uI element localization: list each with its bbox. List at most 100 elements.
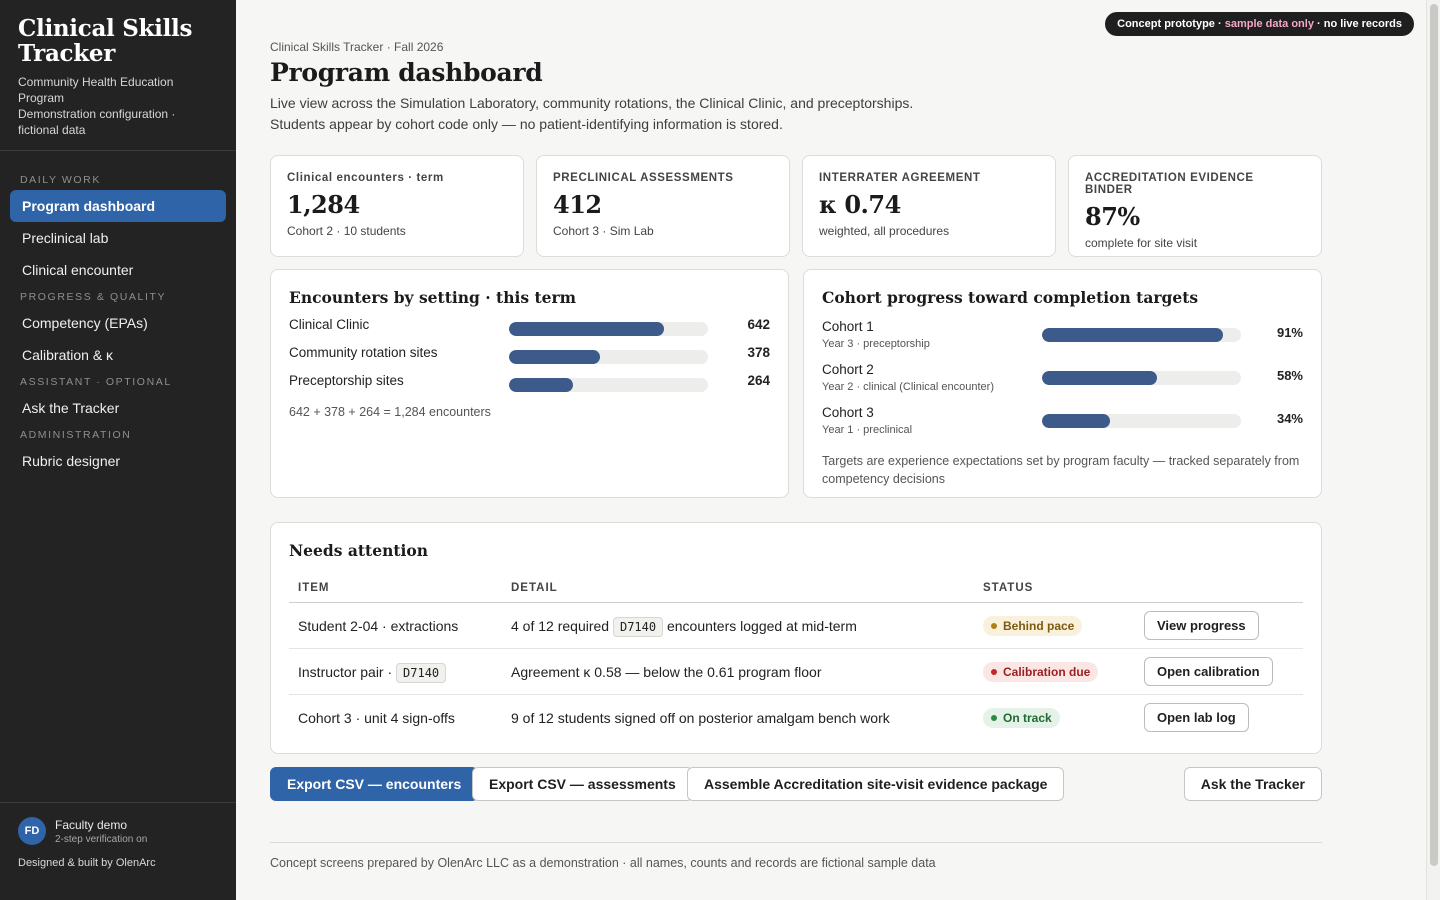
progress-track (1042, 414, 1241, 428)
status-badge: On track (983, 707, 1060, 728)
view-progress-button[interactable]: View progress (1144, 611, 1259, 640)
kpi-label: INTERRATER AGREEMENT (819, 172, 981, 184)
progress-percent: 34% (1276, 411, 1303, 426)
credit-text: Designed & built by OlenArc (18, 857, 156, 869)
bar-value: 642 (747, 317, 770, 332)
progress-fill (1042, 328, 1224, 342)
export-encounters-button[interactable]: Export CSV — encounters (270, 767, 479, 801)
app-title: Clinical Skills Tracker (18, 15, 193, 67)
kpi-value: κ 0.74 (819, 190, 901, 219)
panel-title: Needs attention (289, 541, 429, 560)
kpi-value: 412 (553, 190, 602, 219)
sidebar-item-competency[interactable]: Competency (EPAs) (22, 315, 148, 331)
cohort-stage: Year 1 · preclinical (822, 424, 913, 436)
action-bar: Export CSV — encounters Export CSV — ass… (270, 767, 1322, 801)
kpi-card-preclinical-assessments: PRECLINICAL ASSESSMENTS 412 Cohort 3 · S… (536, 155, 790, 257)
status-dot-icon (991, 714, 997, 721)
encounter-bar-row: Preceptorship sites 264 (289, 369, 770, 395)
user-name: Faculty demo (55, 817, 128, 832)
brand: Clinical Skills Tracker Community Health… (0, 0, 236, 151)
scrollbar-thumb[interactable] (1430, 4, 1438, 866)
bar-track (509, 322, 708, 336)
encounter-total-note: 642 + 378 + 264 = 1,284 encounters (289, 405, 491, 419)
kpi-value: 87% (1085, 202, 1140, 231)
footer-divider (270, 842, 1322, 843)
status-label: Calibration due (1003, 664, 1091, 679)
cell-detail: 4 of 12 required D7140 encounters logged… (502, 602, 974, 649)
page-scrollbar[interactable] (1426, 0, 1440, 900)
cohort-name: Cohort 2 (822, 362, 874, 377)
bar-value: 378 (747, 345, 770, 360)
kpi-label: PRECLINICAL ASSESSMENTS (553, 172, 734, 184)
bar-label: Community rotation sites (289, 345, 438, 360)
nav-section-daily-work: DAILY WORK (20, 174, 101, 186)
ask-the-tracker-button[interactable]: Ask the Tracker (1183, 767, 1322, 801)
bar-track (509, 350, 708, 364)
kpi-card-interrater-agreement: INTERRATER AGREEMENT κ 0.74 weighted, al… (802, 155, 1056, 257)
kpi-subtext: complete for site visit (1085, 236, 1198, 250)
cohort-name: Cohort 3 (822, 405, 874, 420)
table-row: Student 2-04 · extractions 4 of 12 requi… (289, 602, 1303, 649)
cell-status: Calibration due (974, 648, 1135, 695)
bar-track (509, 378, 708, 392)
status-label: On track (1003, 710, 1052, 725)
column-header-action (1135, 574, 1303, 603)
encounter-bar-row: Community rotation sites 378 (289, 341, 770, 367)
cohort-bars: Cohort 1 Year 3 · preceptorship 91% Coho… (822, 317, 1303, 446)
procedure-code: D7140 (612, 616, 664, 637)
detail-text: 4 of 12 required (511, 617, 613, 634)
cell-item: Cohort 3 · unit 4 sign-offs (289, 695, 502, 741)
panel-title: Cohort progress toward completion target… (822, 288, 1199, 307)
sidebar-item-calibration[interactable]: Calibration & κ (22, 347, 114, 363)
bar-label: Preceptorship sites (289, 373, 404, 388)
security-status: 2-step verification on (55, 833, 148, 845)
banner-highlight: sample data only (1224, 18, 1314, 30)
sidebar-item-ask-the-tracker[interactable]: Ask the Tracker (22, 400, 120, 416)
kpi-label: ACCREDITATION EVIDENCE BINDER (1085, 172, 1254, 196)
cohort-stage: Year 3 · preceptorship (822, 338, 930, 350)
sidebar-item-rubric-designer[interactable]: Rubric designer (22, 453, 121, 469)
cohort-name: Cohort 1 (822, 319, 874, 334)
sidebar-nav: DAILY WORK Program dashboard Preclinical… (0, 151, 236, 477)
status-badge: Calibration due (983, 661, 1099, 682)
sidebar-item-program-dashboard[interactable]: Program dashboard (10, 190, 226, 222)
bar-fill (509, 350, 601, 364)
status-dot-icon (991, 668, 997, 675)
kpi-subtext: Cohort 2 · 10 students (287, 224, 406, 238)
nav-section-progress-quality: PROGRESS & QUALITY (20, 291, 167, 303)
column-header-status: STATUS (974, 574, 1135, 603)
avatar: FD (18, 817, 46, 845)
nav-section-administration: ADMINISTRATION (20, 429, 132, 441)
detail-text: 9 of 12 students signed off on posterior… (511, 709, 890, 726)
assemble-evidence-package-button[interactable]: Assemble Accreditation site-visit eviden… (687, 767, 1065, 801)
cell-detail: Agreement κ 0.58 — below the 0.61 progra… (502, 648, 974, 695)
footer-note: Concept screens prepared by OlenArc LLC … (270, 856, 936, 870)
open-lab-log-button[interactable]: Open lab log (1144, 703, 1249, 733)
sidebar-item-preclinical-lab[interactable]: Preclinical lab (22, 230, 109, 246)
progress-fill (1042, 371, 1158, 385)
progress-track (1042, 371, 1241, 385)
cell-status: Behind pace (974, 602, 1135, 649)
banner-suffix: · no live records (1313, 18, 1402, 30)
page-description: Live view across the Simulation Laborato… (270, 95, 914, 132)
progress-fill (1042, 414, 1110, 428)
breadcrumb: Clinical Skills Tracker · Fall 2026 (270, 40, 444, 54)
kpi-label: Clinical encounters · term (287, 172, 444, 184)
encounter-bars: Clinical Clinic 642 Community rotation s… (289, 313, 770, 395)
kpi-card-clinical-encounters: Clinical encounters · term 1,284 Cohort … (270, 155, 524, 257)
progress-track (1042, 328, 1241, 342)
export-assessments-button[interactable]: Export CSV — assessments (472, 767, 693, 801)
user-account[interactable]: FD Faculty demo 2-step verification on (18, 817, 218, 845)
bar-value: 264 (747, 373, 770, 388)
progress-percent: 58% (1276, 368, 1303, 383)
status-label: Behind pace (1003, 618, 1075, 633)
open-calibration-button[interactable]: Open calibration (1144, 657, 1273, 686)
cell-action: Open calibration (1135, 648, 1303, 695)
program-name: Community Health Education Program (18, 75, 174, 105)
bar-label: Clinical Clinic (289, 317, 370, 332)
page-title: Program dashboard (270, 58, 543, 87)
item-text: Student 2-04 · extractions (298, 617, 459, 634)
table-row: Cohort 3 · unit 4 sign-offs 9 of 12 stud… (289, 695, 1303, 741)
detail-text: Agreement κ 0.58 — below the 0.61 progra… (511, 663, 822, 680)
sidebar-item-clinical-encounter[interactable]: Clinical encounter (22, 262, 134, 278)
